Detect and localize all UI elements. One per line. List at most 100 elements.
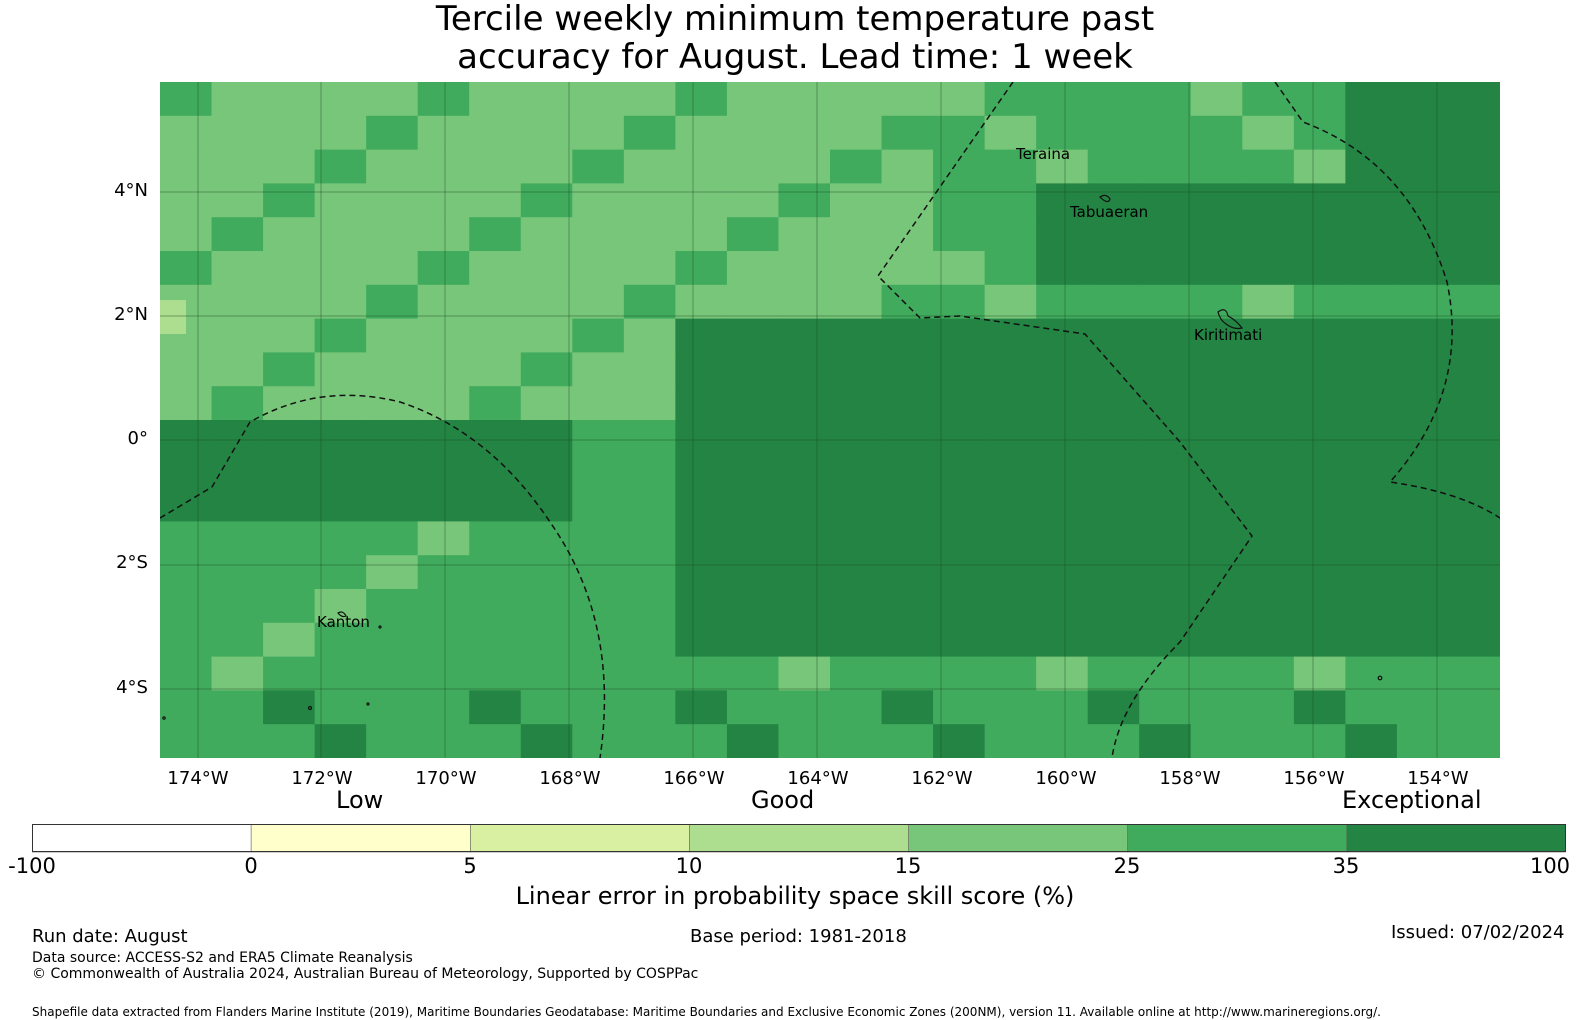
grid-cell bbox=[1139, 82, 1192, 117]
grid-cell bbox=[1345, 690, 1398, 725]
grid-cell bbox=[675, 555, 728, 590]
run-date: Run date: August bbox=[32, 926, 188, 947]
grid-cell bbox=[1396, 217, 1450, 252]
grid-cell bbox=[1190, 690, 1243, 725]
grid-cell bbox=[830, 183, 883, 218]
grid-cell bbox=[1345, 487, 1398, 522]
lon-label: 168°W bbox=[539, 768, 601, 789]
grid-cell bbox=[160, 251, 213, 286]
islet bbox=[366, 702, 370, 706]
grid-cell bbox=[263, 386, 316, 421]
grid-cell bbox=[726, 217, 780, 252]
grid-cell bbox=[933, 115, 986, 151]
grid-cell bbox=[1448, 183, 1500, 218]
grid-cell bbox=[1293, 656, 1346, 691]
grid-cell bbox=[778, 453, 831, 489]
colorbar-swatch bbox=[469, 824, 691, 853]
grid-cell bbox=[160, 115, 213, 151]
grid-cell bbox=[1242, 82, 1295, 117]
grid-cell bbox=[1448, 82, 1500, 117]
grid-cell bbox=[1293, 386, 1346, 421]
grid-cell bbox=[1139, 622, 1192, 658]
grid-cell bbox=[1448, 386, 1500, 421]
grid-cell bbox=[469, 386, 522, 421]
grid-cell bbox=[675, 420, 728, 455]
grid-cell bbox=[1396, 82, 1450, 117]
grid-cell bbox=[1087, 386, 1140, 421]
grid-cell bbox=[726, 724, 780, 758]
grid-cell bbox=[726, 487, 780, 522]
grid-cell bbox=[1396, 318, 1450, 353]
grid-cell bbox=[469, 217, 522, 252]
place-label-kiritimati: Kiritimati bbox=[1194, 326, 1262, 344]
grid-cell bbox=[1345, 589, 1398, 624]
grid-cell bbox=[314, 386, 367, 421]
colorbar-swatch bbox=[689, 824, 910, 853]
grid-cell bbox=[726, 115, 780, 151]
colorbar-swatch bbox=[908, 824, 1129, 853]
grid-cell bbox=[675, 183, 728, 218]
grid-cell bbox=[366, 115, 419, 151]
grid-cell bbox=[933, 555, 986, 590]
grid-cell bbox=[933, 656, 986, 691]
grid-cell bbox=[623, 284, 676, 320]
grid-cell bbox=[1242, 690, 1295, 725]
grid-cell bbox=[1242, 284, 1295, 320]
grid-cell bbox=[211, 690, 264, 725]
grid-cell bbox=[830, 149, 883, 184]
grid-cell bbox=[778, 217, 831, 252]
grid-cell bbox=[675, 386, 728, 421]
grid-cell bbox=[314, 521, 367, 556]
grid-cell bbox=[1293, 420, 1346, 455]
grid-cell bbox=[984, 217, 1037, 252]
grid-cell bbox=[1293, 453, 1346, 489]
skill-score-map: Teraina Tabuaeran Kiritimati Kanton bbox=[160, 82, 1500, 758]
grid-cell bbox=[1448, 690, 1500, 725]
lon-label: 170°W bbox=[415, 768, 477, 789]
grid-cell bbox=[160, 555, 213, 590]
grid-cell bbox=[469, 521, 522, 556]
grid-cell bbox=[160, 183, 213, 218]
grid-cell bbox=[1345, 284, 1398, 320]
grid-cell bbox=[1242, 420, 1295, 455]
grid-cell bbox=[314, 352, 367, 387]
lat-label: 4°S bbox=[116, 677, 148, 698]
grid-cell bbox=[263, 82, 316, 117]
grid-cell bbox=[469, 622, 522, 658]
grid-cell bbox=[1036, 453, 1089, 489]
grid-cell bbox=[417, 656, 470, 691]
grid-cell bbox=[1396, 284, 1450, 320]
grid-cell bbox=[211, 386, 264, 421]
grid-cell bbox=[1036, 183, 1089, 218]
grid-cell bbox=[469, 251, 522, 286]
grid-cell bbox=[1293, 251, 1346, 286]
grid-cell bbox=[366, 690, 419, 725]
grid-cell bbox=[572, 656, 625, 691]
grid-cell bbox=[1396, 724, 1450, 758]
lon-label: 174°W bbox=[167, 768, 229, 789]
grid-cell bbox=[726, 183, 780, 218]
grid-cell bbox=[1293, 82, 1346, 117]
grid-cell bbox=[1087, 149, 1140, 184]
grid-cell bbox=[675, 149, 728, 184]
grid-cell bbox=[881, 386, 934, 421]
grid-cell bbox=[160, 386, 213, 421]
grid-cell bbox=[1242, 521, 1295, 556]
grid-cell bbox=[1139, 115, 1192, 151]
lat-label: 4°N bbox=[114, 180, 148, 201]
grid-cell bbox=[984, 521, 1037, 556]
grid-cell bbox=[726, 284, 780, 320]
lon-label: 164°W bbox=[787, 768, 849, 789]
grid-cell bbox=[520, 724, 573, 758]
grid-cell bbox=[314, 115, 367, 151]
grid-cell bbox=[726, 589, 780, 624]
grid-cell bbox=[417, 453, 470, 489]
grid-cell bbox=[830, 589, 883, 624]
grid-cell bbox=[314, 487, 367, 522]
grid-cell bbox=[933, 420, 986, 455]
grid-cell bbox=[417, 724, 470, 758]
grid-cell bbox=[1087, 284, 1140, 320]
grid-cell bbox=[160, 724, 213, 758]
eez-boundary-line-north bbox=[877, 82, 1253, 758]
grid-cell bbox=[1396, 251, 1450, 286]
